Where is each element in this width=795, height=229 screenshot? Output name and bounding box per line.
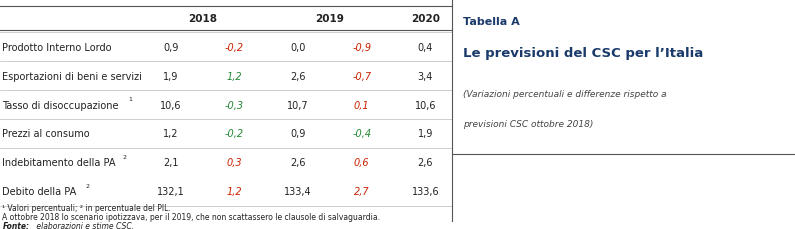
Text: -0,3: -0,3 <box>225 100 244 110</box>
Text: elaborazioni e stime CSC.: elaborazioni e stime CSC. <box>34 221 134 229</box>
Text: 1,2: 1,2 <box>163 129 179 139</box>
Text: 2,7: 2,7 <box>354 186 370 196</box>
Text: Tabella A: Tabella A <box>463 17 519 27</box>
Text: 0,9: 0,9 <box>290 129 306 139</box>
Text: 10,7: 10,7 <box>287 100 309 110</box>
Text: 0,0: 0,0 <box>290 43 306 53</box>
Text: 1: 1 <box>128 96 132 101</box>
Text: 1,2: 1,2 <box>227 186 242 196</box>
Text: 10,6: 10,6 <box>414 100 436 110</box>
Text: 2020: 2020 <box>411 14 440 24</box>
Text: Le previsioni del CSC per l’Italia: Le previsioni del CSC per l’Italia <box>463 47 703 60</box>
Text: 0,1: 0,1 <box>354 100 370 110</box>
Text: Indebitamento della PA: Indebitamento della PA <box>2 158 116 168</box>
Text: 2,6: 2,6 <box>290 158 306 168</box>
Text: 0,6: 0,6 <box>354 158 370 168</box>
Text: -0,2: -0,2 <box>225 43 244 53</box>
Text: 2: 2 <box>123 154 127 159</box>
Text: A ottobre 2018 lo scenario ipotizzava, per il 2019, che non scattassero le claus: A ottobre 2018 lo scenario ipotizzava, p… <box>2 213 380 221</box>
Text: Fonte:: Fonte: <box>2 221 29 229</box>
Text: -0,7: -0,7 <box>352 71 371 81</box>
Text: 10,6: 10,6 <box>160 100 182 110</box>
Text: -0,4: -0,4 <box>352 129 371 139</box>
Text: 2018: 2018 <box>188 14 217 24</box>
Text: 0,4: 0,4 <box>417 43 433 53</box>
Text: Esportazioni di beni e servizi: Esportazioni di beni e servizi <box>2 71 142 81</box>
Text: 1,9: 1,9 <box>417 129 433 139</box>
Text: 2: 2 <box>85 183 89 188</box>
Text: Prezzi al consumo: Prezzi al consumo <box>2 129 90 139</box>
Text: (Variazioni percentuali e differenze rispetto a: (Variazioni percentuali e differenze ris… <box>463 90 666 98</box>
Text: Debito della PA: Debito della PA <box>2 186 76 196</box>
Text: 2019: 2019 <box>316 14 344 24</box>
Text: Prodotto Interno Lordo: Prodotto Interno Lordo <box>2 43 112 53</box>
Text: 2,6: 2,6 <box>290 71 306 81</box>
Text: 132,1: 132,1 <box>157 186 184 196</box>
Text: previsioni CSC ottobre 2018): previsioni CSC ottobre 2018) <box>463 120 593 128</box>
Text: 1,9: 1,9 <box>163 71 179 81</box>
Text: 2,6: 2,6 <box>417 158 433 168</box>
Text: Tasso di disoccupazione: Tasso di disoccupazione <box>2 100 119 110</box>
Text: 0,3: 0,3 <box>227 158 242 168</box>
Text: ¹ Valori percentuali; ² in percentuale del PIL.: ¹ Valori percentuali; ² in percentuale d… <box>2 204 171 213</box>
Text: 133,6: 133,6 <box>412 186 439 196</box>
Text: -0,2: -0,2 <box>225 129 244 139</box>
Text: 2,1: 2,1 <box>163 158 179 168</box>
Text: 1,2: 1,2 <box>227 71 242 81</box>
Text: -0,9: -0,9 <box>352 43 371 53</box>
Text: 133,4: 133,4 <box>285 186 312 196</box>
Text: 0,9: 0,9 <box>163 43 179 53</box>
Text: 3,4: 3,4 <box>417 71 433 81</box>
